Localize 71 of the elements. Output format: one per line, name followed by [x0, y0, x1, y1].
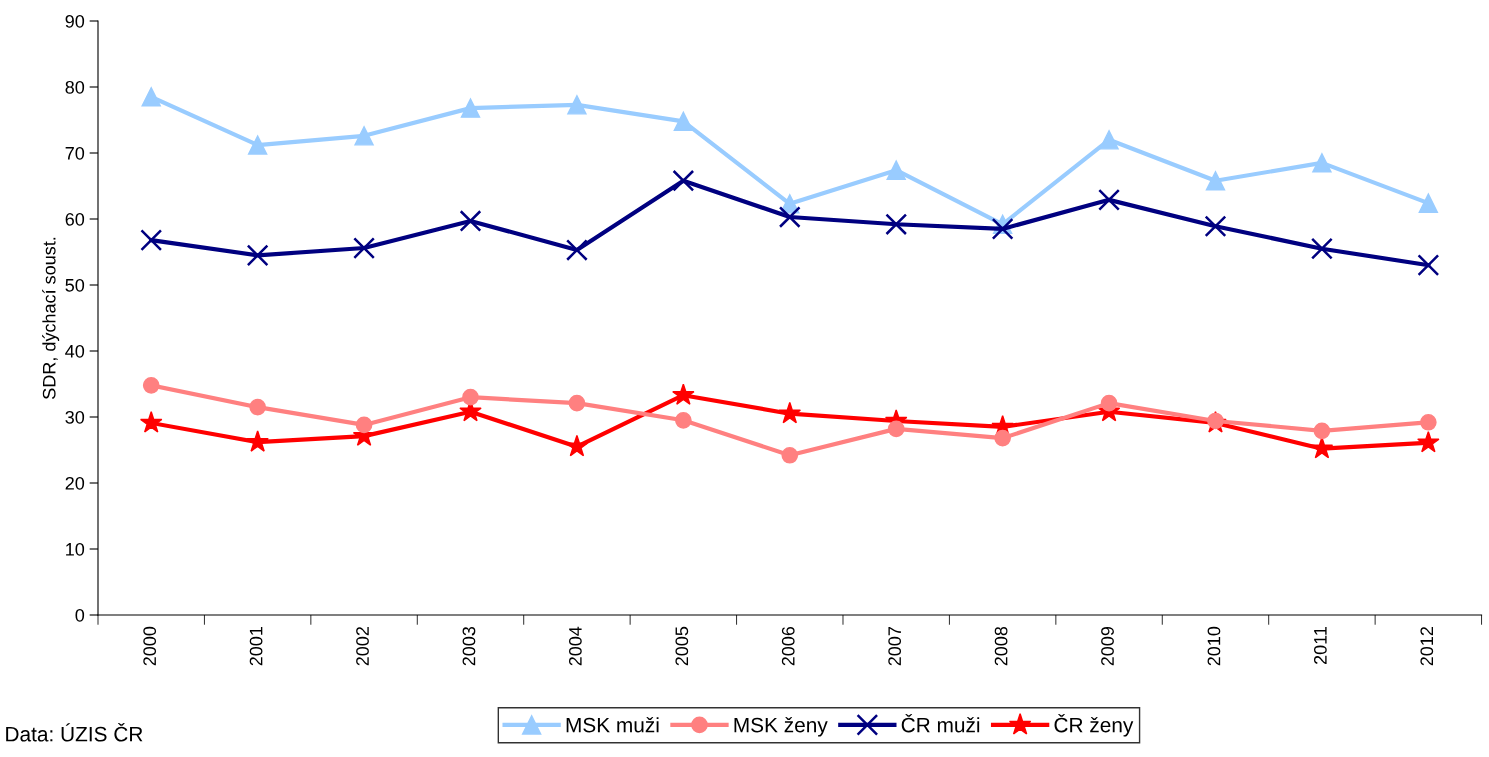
x-tick-label: 2012: [1420, 627, 1434, 666]
x-tick-label: 2010: [1207, 626, 1221, 666]
y-tick-label: 40: [65, 344, 85, 358]
point: [1312, 153, 1332, 173]
y-axis-title: SDR, dýchací soust.: [42, 237, 60, 399]
y-tick-label: 0: [75, 608, 85, 622]
point: [1417, 430, 1440, 453]
y-tick-label: 60: [65, 212, 85, 226]
x-tick-label: 2006: [781, 626, 795, 666]
point: [991, 217, 1014, 240]
x-tick-label: 2002: [356, 627, 369, 666]
y-tick-label: 30: [65, 410, 85, 424]
point: [355, 416, 373, 434]
point: [567, 95, 587, 115]
point: [247, 135, 268, 155]
point: [994, 429, 1011, 447]
x-tick-label: 2000: [143, 626, 157, 666]
x-tick-label: 2008: [994, 626, 1008, 666]
point: [462, 388, 479, 406]
point: [568, 394, 586, 412]
x-tick-label: 2001: [249, 626, 263, 666]
point: [459, 210, 482, 232]
point: [460, 98, 481, 118]
legend-label: ČR ženy: [1054, 714, 1134, 737]
point: [141, 87, 161, 107]
legend-label: ČR muži: [901, 714, 980, 733]
point: [672, 169, 695, 192]
point: [672, 383, 695, 405]
point: [1204, 215, 1227, 238]
point: [778, 401, 802, 424]
point: [1310, 237, 1333, 260]
text: Data: ÚZIS ČR: [6, 723, 143, 742]
point: [1418, 193, 1439, 213]
y-tick-label: 20: [65, 476, 85, 490]
x-tick-label: 2004: [568, 626, 582, 666]
point: [673, 111, 694, 132]
point: [1417, 254, 1440, 277]
x-tick-label: 2007: [888, 627, 902, 666]
legend-label: MSK ženy: [734, 717, 828, 737]
y-tick-label: 70: [65, 146, 85, 160]
point: [1205, 170, 1226, 191]
point: [675, 411, 692, 429]
point: [1420, 413, 1437, 431]
legend-label: MSK muži: [566, 717, 659, 733]
point: [142, 376, 160, 394]
point: [249, 398, 266, 416]
y-tick-label: 90: [65, 14, 85, 28]
y-tick-label: 50: [65, 278, 85, 292]
x-tick-label: 2005: [675, 626, 689, 666]
point: [1100, 394, 1118, 412]
x-tick-label: 2009: [1101, 626, 1114, 666]
point: [353, 237, 376, 260]
y-tick-label: 80: [65, 80, 85, 94]
point: [246, 244, 269, 267]
point: [139, 411, 163, 433]
point: [1098, 188, 1121, 211]
point: [354, 126, 374, 146]
point: [565, 239, 588, 261]
x-tick-label: 2003: [462, 626, 476, 666]
point: [246, 430, 269, 452]
point: [1310, 436, 1334, 459]
point: [140, 229, 163, 252]
point: [885, 213, 908, 236]
point: [1313, 422, 1331, 440]
x-tick-label: 2011: [1313, 626, 1327, 665]
y-tick-label: 10: [66, 542, 85, 556]
point: [886, 160, 906, 180]
point: [781, 446, 799, 464]
point: [778, 206, 801, 228]
point: [1099, 130, 1119, 150]
point: [887, 420, 905, 438]
